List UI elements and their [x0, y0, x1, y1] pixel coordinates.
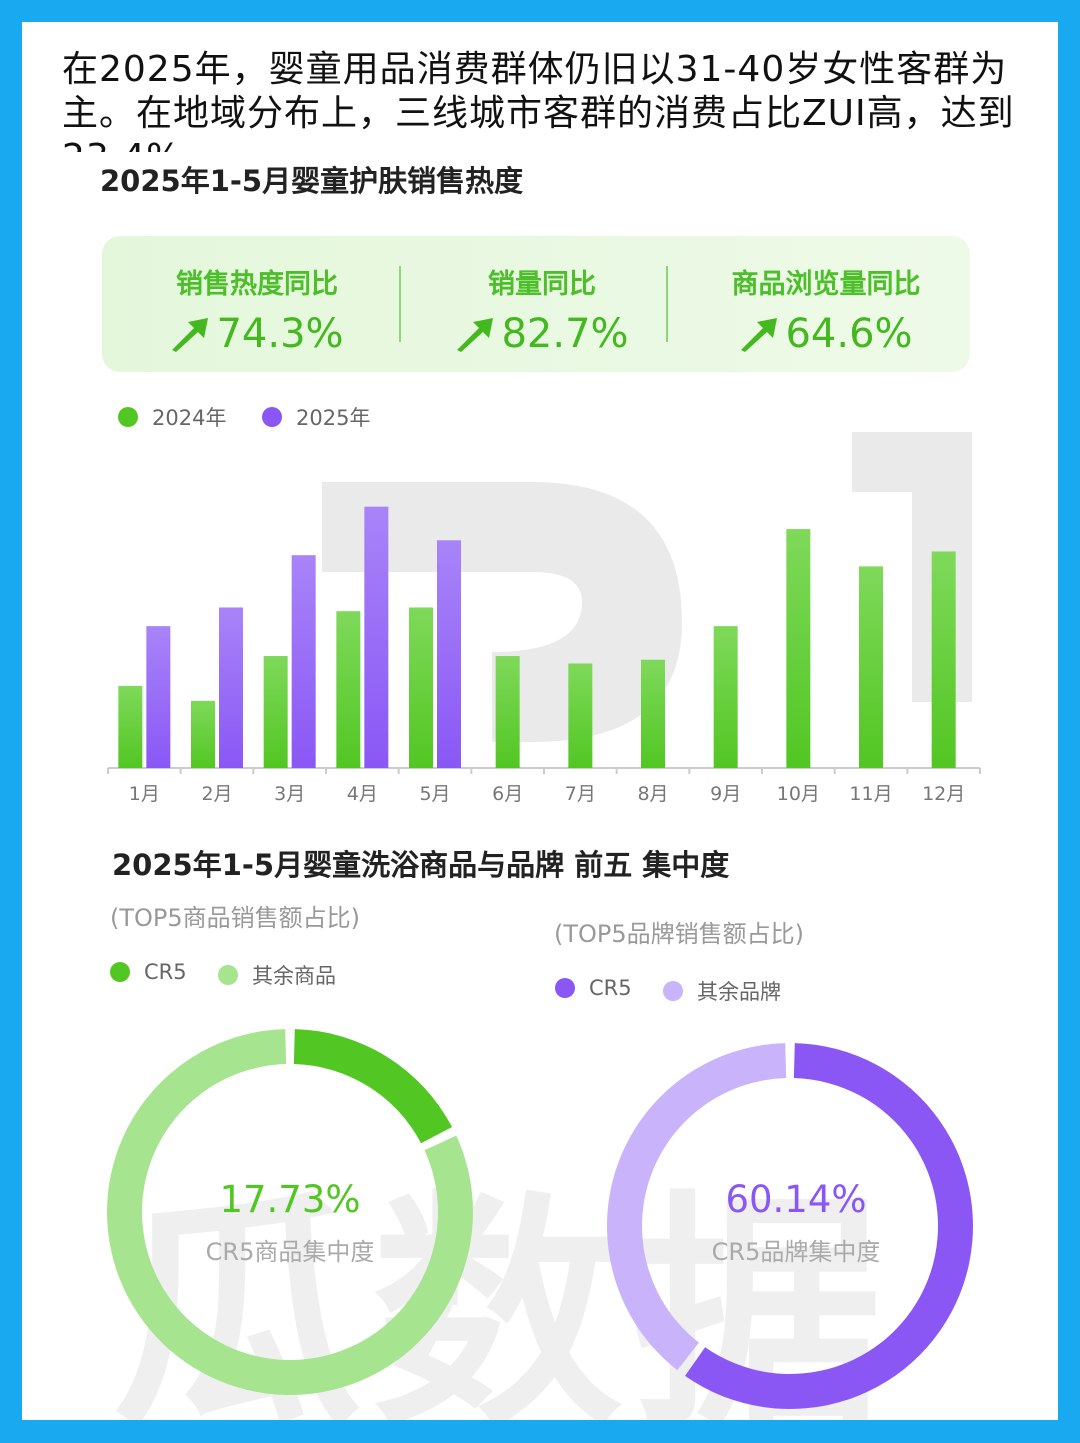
legend-swatch	[555, 978, 575, 998]
bar-legend-2025: 2025年	[262, 402, 370, 432]
kpi-sales-volume: 销量同比 82.7%	[432, 236, 652, 372]
legend-label: CR5	[589, 976, 632, 1000]
bar-2024-2	[191, 700, 215, 768]
bar-2024-3	[263, 656, 288, 768]
left-center-value: 17.73%	[219, 1178, 361, 1221]
right-center-value: 60.14%	[725, 1178, 867, 1221]
bar-2024-10	[786, 529, 811, 768]
kpi-divider	[399, 266, 401, 342]
right-center-label: CR5品牌集中度	[711, 1238, 881, 1266]
bar-2025-5	[437, 540, 461, 768]
x-tick-label: 12月	[922, 783, 965, 805]
up-arrow-icon	[172, 318, 209, 352]
bar-2024-11	[859, 566, 883, 768]
left-legend-others: 其余商品	[218, 960, 336, 990]
right-legend-others: 其余品牌	[663, 976, 781, 1006]
kpi-value: 64.6%	[785, 311, 913, 357]
kpi-panel: 销售热度同比 74.3% 销量同比 82.7% 商品浏览量同比 64.6%	[102, 236, 970, 372]
kpi-page-views: 商品浏览量同比 64.6%	[702, 236, 950, 372]
monthly-bar-chart: 1月 2月 3月 4月 5月 6月 7月 8月 9月 10月 11月 12月	[107, 506, 981, 805]
legend-label: 2025年	[296, 406, 371, 430]
section1-title: 2025年1-5月婴童护肤销售热度	[100, 158, 534, 200]
kpi-value: 74.3%	[216, 311, 344, 357]
bar-2024-12	[931, 551, 956, 768]
x-tick-label: 4月	[347, 783, 378, 805]
donut-slice-cr5	[293, 1029, 453, 1144]
kpi-value: 82.7%	[501, 311, 629, 357]
section2-title: 2025年1-5月婴童洗浴商品与品牌 前五 集中度	[112, 848, 730, 882]
x-tick-label: 3月	[274, 783, 305, 805]
right-subtitle: (TOP5品牌销售额占比)	[554, 920, 805, 948]
infographic-card: 瓜数据 在2025年，婴童用品消费群体仍旧以31-40岁女性客群为主。在地域分布…	[22, 22, 1058, 1420]
bar-2025-2	[219, 607, 243, 768]
x-tick-label: 10月	[777, 783, 820, 805]
kpi-sales-heat: 销售热度同比 74.3%	[132, 236, 382, 372]
legend-label: 其余商品	[252, 964, 336, 988]
donut-slice-others	[607, 1043, 787, 1371]
x-tick-label: 8月	[637, 783, 668, 805]
kpi-divider	[666, 266, 668, 342]
product-concentration-donut	[106, 1029, 473, 1395]
x-tick-label: 6月	[492, 783, 523, 805]
kpi-label: 销量同比	[488, 269, 596, 300]
up-arrow-icon	[457, 318, 494, 352]
right-legend-cr5: CR5	[555, 976, 632, 1000]
donut-slice-cr5	[685, 1043, 973, 1409]
bar-2025-3	[291, 555, 316, 768]
left-legend-cr5: CR5	[110, 960, 187, 984]
up-arrow-icon	[741, 318, 778, 352]
kpi-label: 商品浏览量同比	[731, 269, 921, 300]
bar-2024-5	[409, 607, 433, 768]
bar-2024-1	[118, 685, 143, 768]
legend-swatch	[110, 962, 130, 982]
bar-2025-1	[146, 626, 171, 768]
bar-2024-6	[495, 656, 520, 768]
x-tick-label: 7月	[565, 783, 596, 805]
brand-concentration-donut	[607, 1043, 973, 1409]
x-tick-label: 9月	[710, 783, 741, 805]
legend-label: 其余品牌	[697, 980, 781, 1004]
legend-label: 2024年	[152, 406, 227, 430]
left-subtitle: (TOP5商品销售额占比)	[110, 904, 361, 932]
bar-2025-4	[364, 506, 389, 768]
x-tick-label: 2月	[201, 783, 232, 805]
bar-2024-8	[641, 659, 665, 768]
legend-label: CR5	[144, 960, 187, 984]
bar-legend-2024: 2024年	[118, 402, 226, 432]
legend-swatch	[663, 981, 683, 1001]
x-tick-label: 1月	[129, 783, 160, 805]
bar-2024-7	[568, 663, 593, 768]
left-center-label: CR5商品集中度	[205, 1238, 375, 1266]
intro-paragraph: 在2025年，婴童用品消费群体仍旧以31-40岁女性客群为主。在地域分布上，三线…	[62, 49, 1015, 152]
legend-swatch	[218, 965, 238, 985]
x-tick-label: 5月	[419, 783, 450, 805]
bar-2024-4	[336, 611, 361, 768]
legend-swatch	[262, 407, 282, 427]
legend-swatch	[118, 407, 138, 427]
x-tick-label: 11月	[849, 783, 892, 805]
kpi-label: 销售热度同比	[176, 269, 338, 300]
bar-2024-9	[713, 626, 738, 768]
